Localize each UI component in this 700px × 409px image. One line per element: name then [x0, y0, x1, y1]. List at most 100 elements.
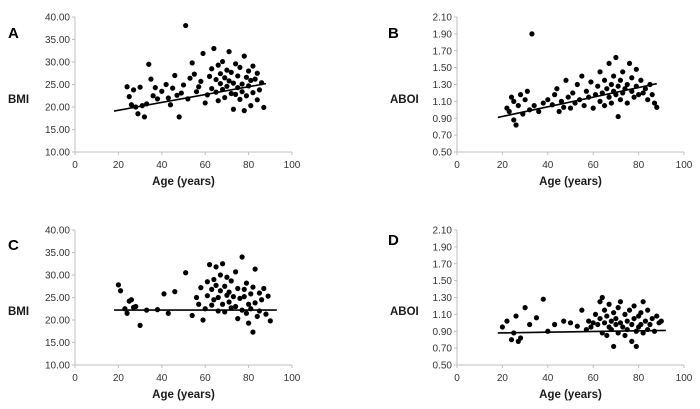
data-point [597, 299, 603, 305]
data-point [174, 92, 180, 98]
data-point [228, 69, 234, 75]
data-point [615, 83, 621, 89]
data-point [654, 313, 660, 319]
data-point [252, 266, 258, 272]
data-point [588, 324, 594, 330]
panel-a: A 10.00 15.00 20.00 25.00 30.00 35.00 40.00 0 20 4… [8, 13, 301, 189]
data-point [228, 278, 234, 284]
data-point [533, 315, 540, 321]
x-axis-label: Age (years) [152, 389, 215, 401]
data-point [540, 296, 546, 302]
data-point [599, 294, 605, 301]
data-point [222, 283, 228, 289]
data-point [248, 77, 254, 84]
data-point [265, 293, 271, 299]
data-point [135, 111, 141, 117]
x-tick-label: 80 [243, 373, 255, 384]
data-point [235, 73, 241, 79]
data-point [620, 69, 626, 75]
data-point [504, 318, 510, 324]
x-tick-label: 60 [588, 160, 600, 171]
data-point [172, 289, 178, 295]
data-point [640, 299, 646, 305]
data-point [209, 302, 215, 308]
data-point [117, 288, 124, 294]
data-point [574, 81, 580, 88]
data-point [645, 307, 651, 313]
data-point [601, 77, 608, 83]
y-tick-label: 1.90 [433, 242, 453, 253]
data-point [561, 104, 567, 110]
data-point [204, 293, 210, 299]
x-axis-label: Age (years) [539, 389, 602, 401]
data-point [617, 77, 624, 83]
x-tick-label: 60 [200, 373, 212, 384]
data-point [128, 102, 135, 108]
x-tick-label: 0 [454, 160, 460, 171]
data-point [241, 294, 247, 300]
data-point [252, 76, 258, 82]
data-point [617, 97, 624, 103]
y-tick-label: 1.50 [433, 63, 453, 74]
data-point [631, 303, 637, 309]
y-tick-label: 10.00 [45, 148, 70, 159]
data-point [256, 290, 263, 296]
x-tick-label: 0 [72, 160, 78, 171]
data-point [615, 113, 621, 120]
y-axis-label: ABOI [390, 306, 419, 318]
data-point [567, 320, 574, 326]
data-point [583, 88, 589, 94]
data-point [243, 93, 250, 99]
data-point [590, 320, 596, 326]
data-point [611, 73, 617, 79]
data-point [617, 299, 624, 305]
data-point [629, 321, 635, 328]
data-point [215, 308, 221, 314]
y-tick-label: 1.90 [433, 29, 453, 40]
data-point [213, 282, 219, 288]
data-point [261, 104, 267, 111]
data-point [640, 330, 646, 336]
data-point [524, 88, 530, 94]
data-point [217, 272, 223, 278]
y-tick-label: 40.00 [45, 13, 70, 24]
data-point [561, 318, 567, 324]
data-point [226, 299, 232, 305]
data-point [499, 324, 505, 330]
x-tick-label: 20 [113, 373, 125, 384]
y-tick-label: 25.00 [45, 80, 70, 91]
data-point [556, 108, 562, 115]
data-point [590, 105, 596, 111]
data-point [170, 85, 176, 91]
x-tick-label: 80 [633, 160, 645, 171]
data-point [256, 87, 263, 93]
data-point [638, 310, 644, 316]
data-point [604, 332, 610, 339]
y-tick-label: 15.00 [45, 125, 70, 136]
data-point [522, 305, 528, 311]
y-tick-label: 35.00 [45, 35, 70, 46]
data-point [248, 103, 254, 109]
y-tick-label: 2.10 [433, 226, 453, 237]
x-tick-label: 100 [284, 160, 301, 171]
data-point [638, 77, 644, 83]
data-point [606, 301, 612, 307]
data-point [633, 343, 639, 350]
data-point [124, 84, 130, 90]
data-point [193, 294, 200, 301]
data-point [230, 80, 237, 86]
data-point [250, 63, 256, 69]
panel-b: B 0.50 0.70 0.90 1.10 1.30 1.50 1.70 1.90 2.10 0 20… [388, 13, 693, 189]
data-point [531, 102, 537, 109]
data-point [217, 81, 223, 87]
data-point [167, 102, 174, 108]
data-point [215, 294, 221, 301]
data-point [649, 92, 655, 98]
data-point [595, 83, 601, 89]
data-point [620, 324, 626, 330]
data-point [230, 294, 237, 300]
data-point [604, 313, 610, 319]
data-point [565, 94, 571, 100]
x-tick-label: 60 [200, 160, 212, 171]
data-point [617, 320, 624, 326]
